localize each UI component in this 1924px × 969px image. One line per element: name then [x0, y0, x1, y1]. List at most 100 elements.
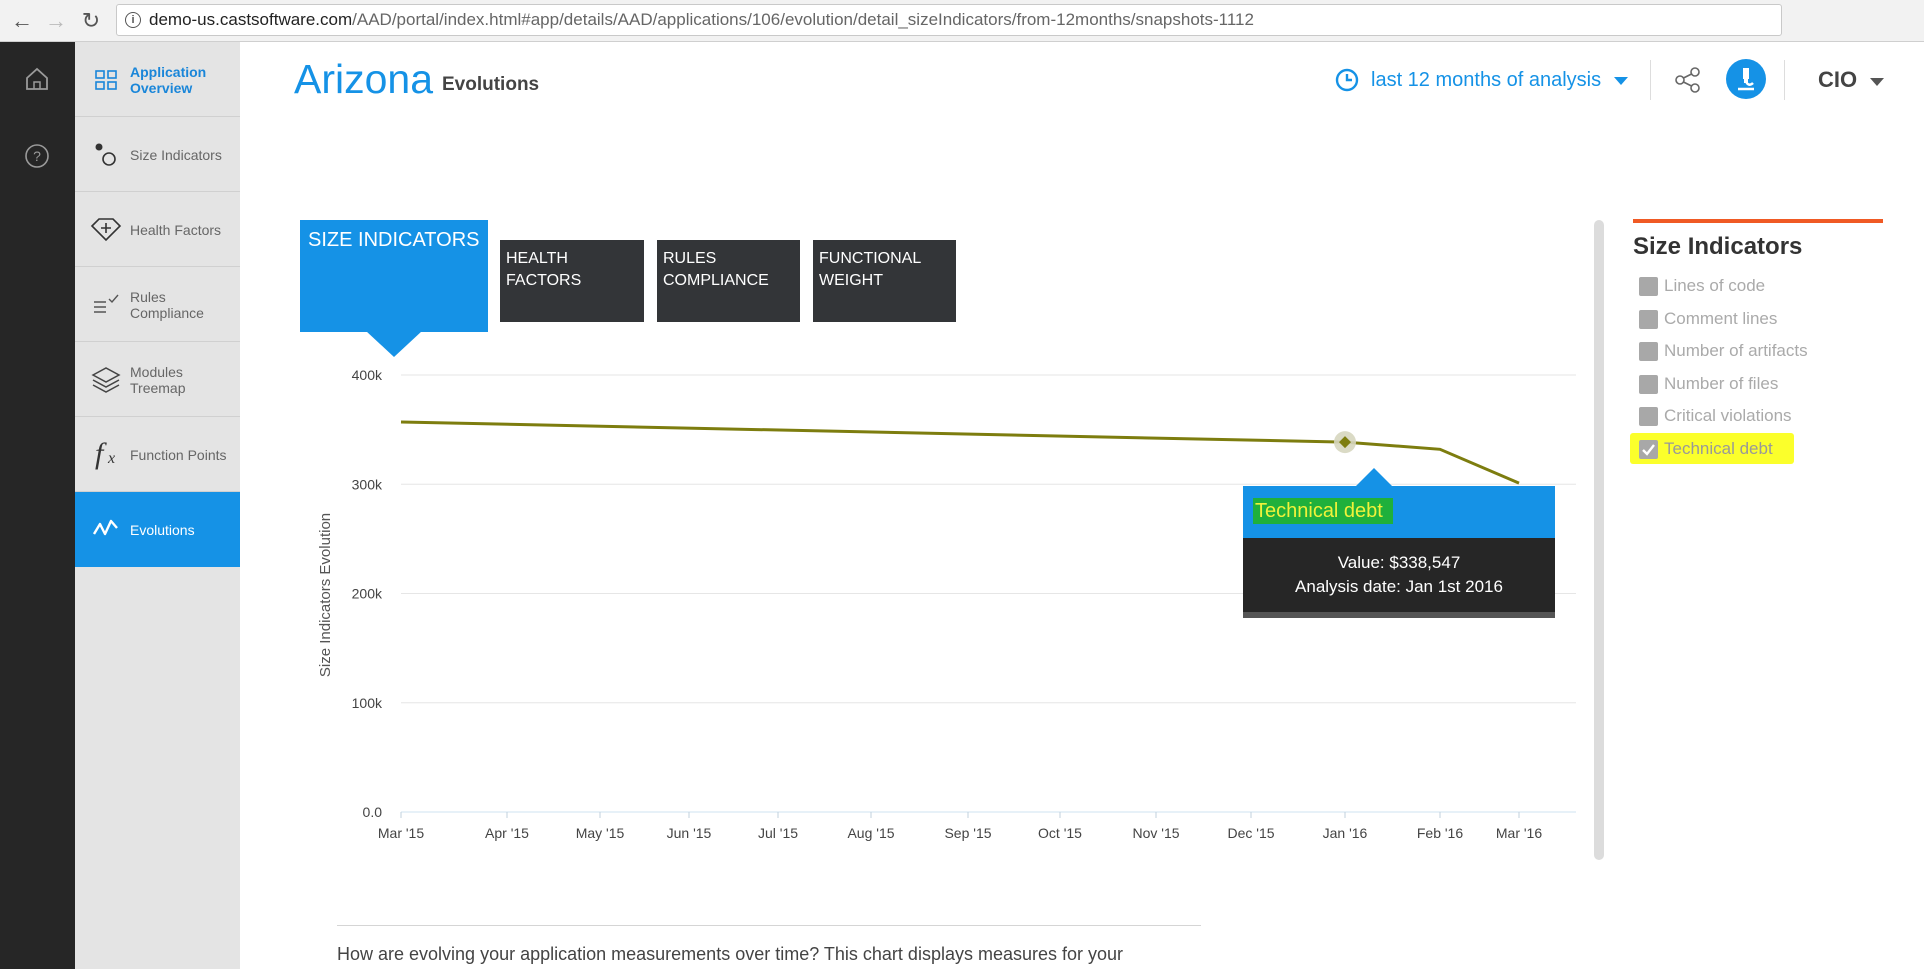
x-tick-label: Sep '15 [944, 825, 991, 841]
x-tick-label: Mar '15 [378, 825, 424, 841]
evolution-chart: 0.0 100k 200k 300k 400k Mar '15 Apr '15 May '15… [317, 367, 1576, 841]
url-path: /AAD/portal/index.html#app/details/AAD/a… [352, 10, 1254, 29]
y-tick-label: 100k [352, 695, 383, 711]
circles-icon [89, 137, 123, 171]
tooltip-pointer [1355, 468, 1393, 487]
tab-rules-compliance[interactable]: RULES COMPLIANCE [657, 240, 800, 322]
y-axis-label: Size Indicators Evolution [317, 513, 334, 677]
data-point-marker [1339, 436, 1351, 449]
tab-health-factors[interactable]: HEALTH FACTORS [500, 240, 644, 322]
x-tick-label: Oct '15 [1038, 825, 1082, 841]
chevron-down-icon[interactable] [1870, 78, 1884, 86]
sidebar-item-label: Rules Compliance [130, 288, 204, 321]
share-icon[interactable] [1674, 66, 1702, 94]
indicator-label: Critical violations [1664, 406, 1792, 425]
x-tick-label: Feb '16 [1417, 825, 1463, 841]
browser-toolbar: ← → ↻ i demo-us.castsoftware.com/AAD/por… [0, 0, 1924, 42]
indicator-item[interactable]: Critical violations [1639, 403, 1909, 429]
fx-glyph: f [95, 437, 104, 470]
y-tick-label: 400k [352, 367, 383, 383]
zigzag-icon [89, 512, 123, 546]
tooltip-body [1243, 538, 1555, 618]
tab-size-indicators[interactable]: SIZE INDICATORS [300, 220, 488, 332]
y-tick-label: 200k [352, 586, 383, 602]
url-host: demo-us.castsoftware.com [149, 10, 353, 29]
indicator-label: Lines of code [1664, 276, 1766, 295]
tooltip-value: Value: $338,547 [1337, 553, 1461, 572]
section-divider [337, 925, 1201, 926]
indicator-item[interactable]: Technical debt [1639, 436, 1909, 462]
checkbox-icon[interactable] [1639, 374, 1658, 394]
checkbox-icon[interactable] [1639, 342, 1658, 361]
checkbox-checked-icon[interactable] [1639, 439, 1658, 459]
sidebar-item-application-overview[interactable]: Application Overview [75, 42, 240, 117]
sidebar-item-label: Function Points [130, 446, 227, 463]
sidebar-item-evolutions[interactable]: Evolutions [75, 492, 240, 567]
back-arrow-icon[interactable]: ← [11, 8, 33, 33]
checkbox-icon[interactable] [1639, 407, 1658, 426]
sidebar-item-size-indicators[interactable]: Size Indicators [75, 117, 240, 192]
tooltip-title: Technical debt [1253, 498, 1393, 524]
y-tick-label: 300k [352, 476, 383, 492]
microscope-button[interactable] [1726, 59, 1766, 99]
x-tick-label: May '15 [576, 825, 625, 841]
page-title: Evolutions [442, 74, 540, 95]
role-selector[interactable]: CIO [1818, 67, 1858, 92]
chart-scrollbar[interactable] [1594, 220, 1604, 860]
clock-icon[interactable] [1334, 67, 1360, 93]
x-tick-label: Jun '15 [667, 825, 712, 841]
checklist-icon [89, 287, 123, 321]
sidebar-item-health-factors[interactable]: Health Factors [75, 192, 240, 267]
sidebar-item-function-points[interactable]: f x Function Points [75, 417, 240, 492]
period-selector[interactable]: last 12 months of analysis [1371, 69, 1602, 91]
sidebar-item-label: Health Factors [130, 221, 222, 238]
indicator-item[interactable]: Lines of code [1639, 273, 1909, 299]
indicator-item[interactable]: Number of files [1639, 371, 1909, 397]
x-tick-label: Apr '15 [485, 825, 529, 841]
reload-icon[interactable]: ↻ [81, 8, 101, 33]
fx-icon: f x [89, 437, 123, 471]
chevron-down-icon[interactable] [1614, 77, 1628, 85]
tab-active-pointer [366, 331, 422, 357]
home-icon[interactable] [20, 62, 54, 96]
checkbox-icon[interactable] [1639, 309, 1658, 329]
forward-arrow-icon[interactable]: → [45, 8, 67, 33]
indicator-item[interactable]: Number of artifacts [1639, 338, 1909, 364]
sidebar-item-label: Application Overview [130, 63, 207, 96]
grid-icon [89, 62, 123, 96]
indicator-label: Comment lines [1664, 308, 1778, 328]
indicator-label: Number of files [1664, 373, 1779, 393]
y-tick-label: 0.0 [363, 804, 383, 820]
sidebar-item-label: Modules Treemap [130, 363, 186, 396]
fx-subscript: x [108, 450, 116, 467]
header-divider [1784, 60, 1785, 100]
sidebar-item-modules-treemap[interactable]: Modules Treemap [75, 342, 240, 417]
svg-text:?: ? [33, 148, 41, 164]
tooltip-date: Analysis date: Jan 1st 2016 [1295, 577, 1503, 596]
x-tick-label: Dec '15 [1227, 825, 1274, 841]
x-tick-label: Jul '15 [758, 825, 798, 841]
series-line [400, 420, 1520, 485]
tab-functional-weight[interactable]: FUNCTIONAL WEIGHT [813, 240, 956, 322]
panel-title: Size Indicators [1633, 233, 1803, 260]
application-name: Arizona [294, 56, 434, 102]
app-rail: ? [0, 42, 75, 969]
panel-accent-bar [1633, 219, 1883, 223]
checkbox-icon[interactable] [1639, 277, 1658, 296]
header-divider [1650, 60, 1651, 100]
x-tick-label: Aug '15 [847, 825, 894, 841]
x-tick-label: Nov '15 [1132, 825, 1179, 841]
url-text: demo-us.castsoftware.com/AAD/portal/inde… [149, 5, 1254, 35]
sidebar-item-rules-compliance[interactable]: Rules Compliance [75, 267, 240, 342]
indicator-label: Technical debt [1664, 438, 1773, 458]
x-tick-label: Jan '16 [1323, 825, 1368, 841]
chart-description: How are evolving your application measur… [337, 944, 1124, 964]
layers-icon [89, 362, 123, 396]
address-bar[interactable]: i demo-us.castsoftware.com/AAD/portal/in… [116, 4, 1782, 36]
indicator-item[interactable]: Comment lines [1639, 306, 1909, 332]
info-icon[interactable]: i [125, 12, 141, 28]
sidebar-item-label: Size Indicators [130, 146, 222, 163]
sidebar-item-label: Evolutions [130, 521, 195, 538]
indicator-label: Number of artifacts [1664, 341, 1808, 360]
help-icon[interactable]: ? [20, 139, 54, 173]
